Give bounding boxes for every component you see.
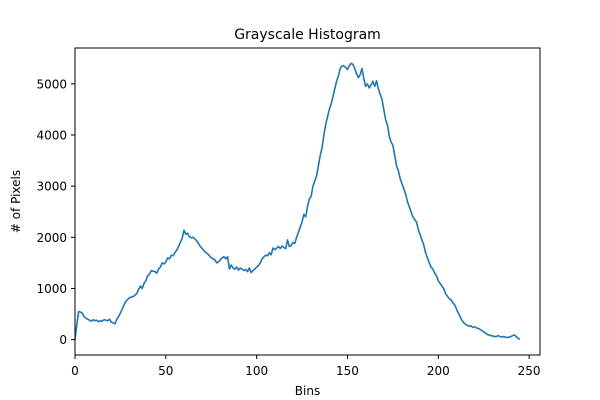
y-tick-label: 5000: [36, 77, 67, 91]
x-tick-label: 250: [518, 364, 541, 378]
y-tick-label: 1000: [36, 282, 67, 296]
x-tick-label: 200: [427, 364, 450, 378]
y-tick-label: 3000: [36, 180, 67, 194]
chart-title: Grayscale Histogram: [234, 27, 381, 43]
y-tick-label: 0: [59, 333, 67, 347]
x-tick-label: 150: [336, 364, 359, 378]
axes-frame: [74, 47, 541, 356]
x-axis: 0 50 100 150 200 250: [71, 355, 541, 378]
plot-area: [74, 62, 521, 340]
x-tick-label: 100: [245, 364, 268, 378]
x-axis-label: Bins: [295, 384, 320, 398]
x-tick-label: 50: [158, 364, 173, 378]
y-axis: 0 1000 2000 3000 4000 5000: [36, 77, 75, 347]
histogram-line: [74, 62, 521, 340]
y-axis-label: # of Pixels: [9, 170, 23, 233]
y-tick-label: 4000: [36, 128, 67, 142]
y-tick-label: 2000: [36, 231, 67, 245]
x-tick-label: 0: [71, 364, 79, 378]
